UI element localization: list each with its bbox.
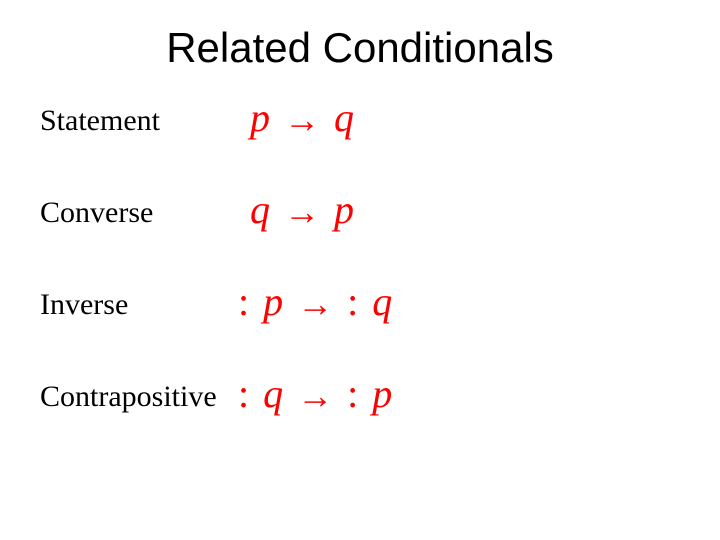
negation-icon: : (238, 370, 253, 417)
lhs-var: q (263, 371, 283, 416)
rhs-var: q (334, 95, 354, 140)
label-converse: Converse (40, 196, 153, 230)
row-statement: Statement (40, 104, 160, 138)
rhs-var: q (372, 279, 392, 324)
lhs-var: p (250, 95, 270, 140)
lhs-var: p (263, 279, 283, 324)
negation-icon: : (238, 278, 253, 325)
rhs-var: p (372, 371, 392, 416)
formula-converse: q → p (250, 186, 354, 235)
label-statement: Statement (40, 104, 160, 138)
arrow-icon: → (280, 191, 324, 233)
formula-statement: p → q (250, 94, 354, 143)
negation-icon: : (347, 370, 362, 417)
label-contrapositive: Contrapositive (40, 380, 217, 414)
rhs-var: p (334, 187, 354, 232)
formula-inverse: : p → : q (238, 278, 392, 327)
arrow-icon: → (280, 99, 324, 141)
row-converse: Converse (40, 196, 153, 230)
arrow-icon: → (293, 283, 337, 325)
arrow-icon: → (293, 375, 337, 417)
negation-icon: : (347, 278, 362, 325)
formula-contrapositive: : q → : p (238, 370, 392, 419)
slide: Related Conditionals Statement p → q Con… (0, 0, 720, 540)
slide-title: Related Conditionals (0, 24, 720, 72)
lhs-var: q (250, 187, 270, 232)
row-inverse: Inverse (40, 288, 128, 322)
label-inverse: Inverse (40, 288, 128, 322)
row-contrapositive: Contrapositive (40, 380, 217, 414)
